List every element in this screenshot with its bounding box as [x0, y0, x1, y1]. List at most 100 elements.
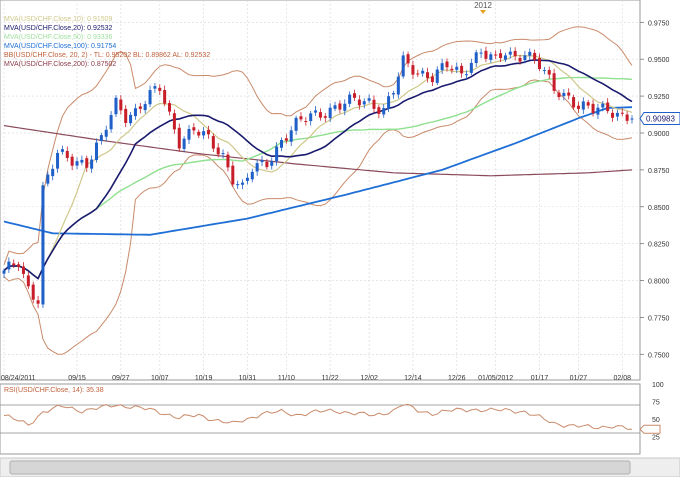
candle-body	[440, 63, 444, 71]
candle-body	[586, 102, 590, 106]
candle-body	[455, 66, 459, 70]
date-tick-label: 10/07	[151, 375, 169, 382]
price-tick-label: 0.9000	[648, 131, 670, 138]
price-tick-label: 0.9250	[648, 94, 670, 101]
candle-body	[387, 96, 391, 109]
candle-body	[328, 107, 332, 119]
rsi-last-tag	[639, 424, 661, 434]
date-tick-label: 01/17	[531, 375, 549, 382]
candle-body	[362, 101, 366, 105]
year-label: 2012	[474, 1, 492, 10]
candle-body	[21, 266, 25, 274]
candle-body	[630, 118, 634, 120]
candle-body	[411, 65, 415, 75]
candle-body	[168, 103, 172, 112]
time-scrollbar[interactable]	[0, 457, 680, 478]
candle-body	[421, 70, 425, 74]
candle-body	[596, 107, 600, 115]
candle-body	[187, 128, 191, 140]
candle-body	[625, 114, 629, 121]
legend-ma20: MVA(USD/CHF.Close,20): 0.92532	[4, 25, 113, 32]
candle-body	[192, 127, 196, 131]
candle-body	[75, 161, 79, 166]
price-axis: 0.9750 0.9500 0.9250 0.9000 0.8750 0.8500 0.82…	[640, 20, 670, 359]
candle-body	[211, 136, 215, 149]
price-tick-label: 0.7750	[648, 315, 670, 322]
ma10-line	[3, 54, 633, 280]
candle-body	[143, 104, 147, 111]
ma20-line	[3, 59, 633, 280]
date-tick-label: 11/22	[322, 375, 339, 382]
candle-body	[182, 138, 186, 149]
candle-body	[542, 70, 546, 72]
last-price-tag	[639, 112, 680, 126]
price-panel: 0.9750 0.9500 0.9250 0.9000 0.8750 0.8500 0.82…	[0, 0, 680, 382]
candle-body	[396, 76, 400, 95]
price-tick-label: 0.7500	[648, 352, 670, 359]
candle-body	[338, 103, 342, 110]
candle-body	[177, 127, 181, 149]
candle-body	[299, 116, 303, 120]
candle-body	[172, 113, 176, 130]
last-price-label: 0.90983	[646, 115, 675, 124]
price-tick-label: 0.8000	[648, 279, 670, 286]
candle-body	[202, 131, 206, 136]
candle-body	[119, 99, 123, 111]
candle-body	[572, 97, 576, 108]
date-tick-label: 10/19	[195, 375, 213, 382]
candle-body	[51, 168, 55, 177]
candle-body	[562, 92, 566, 97]
candle-body	[552, 73, 556, 91]
last-price-marker: 0.90983	[639, 112, 680, 126]
rsi-panel-border	[0, 383, 641, 455]
price-grid	[0, 0, 640, 380]
candle-body	[158, 87, 162, 91]
candle-body	[533, 52, 537, 60]
scrollbar-thumb[interactable]	[9, 460, 631, 475]
candle-body	[450, 68, 454, 71]
year-marker-arrow	[480, 10, 486, 14]
candle-body	[499, 53, 503, 59]
date-tick-label: 10/31	[239, 375, 257, 382]
candle-body	[124, 108, 128, 123]
candle-body	[279, 140, 283, 148]
candle-body	[26, 275, 30, 287]
candle-body	[464, 74, 468, 76]
candle-body	[357, 99, 361, 106]
candle-body	[523, 55, 527, 61]
candle-body	[391, 93, 395, 95]
candle-body	[104, 129, 108, 137]
candlesticks	[2, 46, 634, 309]
candle-body	[377, 107, 381, 114]
candle-body	[221, 153, 225, 155]
candle-body	[216, 147, 220, 155]
candle-body	[353, 93, 357, 98]
candle-body	[41, 185, 45, 305]
candle-body	[372, 99, 376, 109]
candle-body	[367, 98, 371, 101]
candle-body	[479, 52, 483, 54]
candle-body	[503, 55, 507, 60]
candle-body	[513, 50, 517, 57]
candle-body	[382, 108, 386, 115]
candle-body	[148, 90, 152, 105]
price-tick-label: 0.8500	[648, 205, 670, 212]
rsi-tick-label: 50	[652, 417, 660, 424]
legend-ma50: MVA(USD/CHF.Close,50): 0.93336	[4, 34, 113, 41]
candle-body	[567, 92, 571, 96]
candle-body	[80, 159, 84, 163]
candle-body	[304, 121, 308, 123]
candle-body	[484, 50, 488, 59]
date-tick-label: 11/10	[278, 375, 295, 382]
candle-body	[56, 152, 60, 169]
date-tick-label: 09/15	[68, 375, 86, 382]
candle-body	[231, 165, 235, 185]
date-tick-label: 09/27	[112, 375, 130, 382]
candle-body	[445, 61, 449, 68]
candle-body	[611, 112, 615, 118]
candle-body	[114, 97, 118, 115]
candle-body	[576, 105, 580, 109]
candle-body	[70, 156, 74, 166]
candle-body	[314, 110, 318, 113]
